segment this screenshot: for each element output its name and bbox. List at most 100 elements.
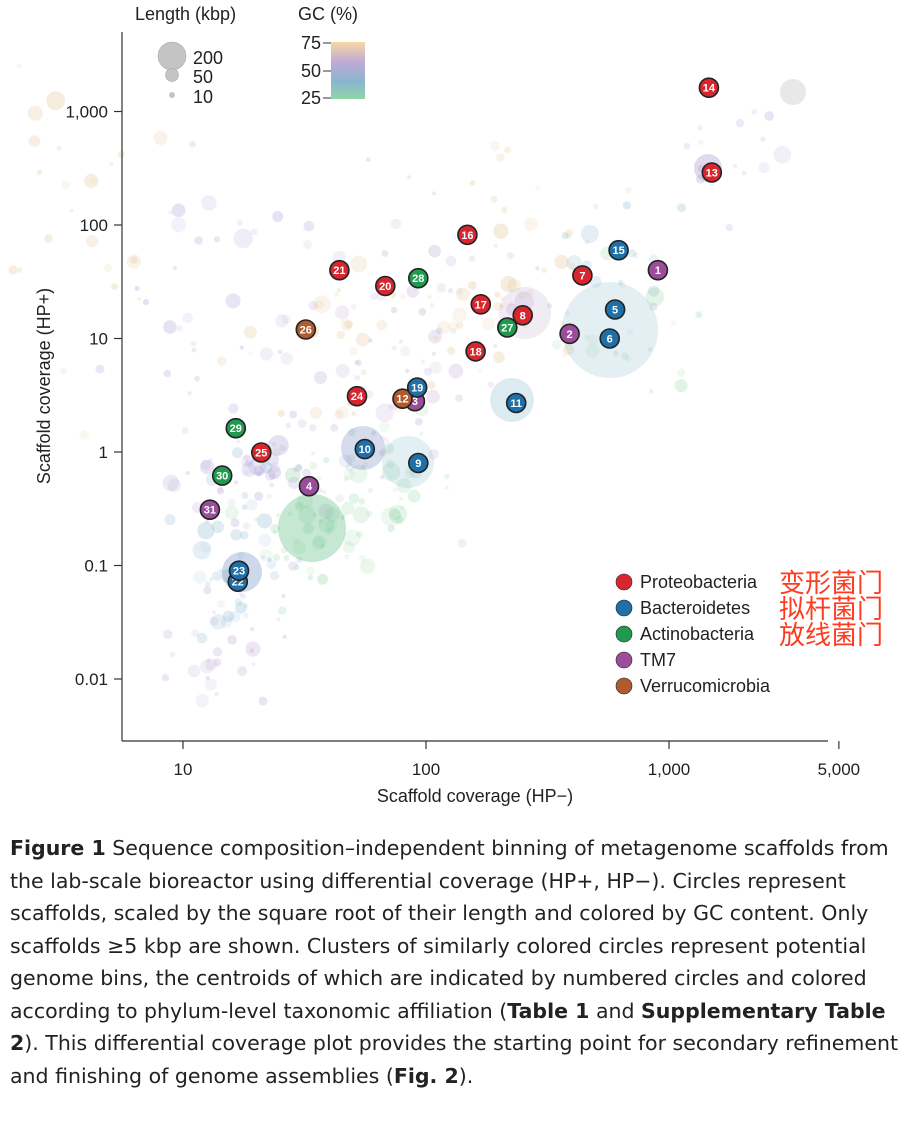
scaffold-dot [551,339,562,350]
scaffold-dot [8,265,18,275]
scaffold-dot [292,467,297,472]
scaffold-dot [236,220,243,226]
scaffold-dot [311,536,326,550]
scaffold-dot [354,360,360,366]
scaffold-dot [230,518,240,528]
scaffold-dot [335,494,344,503]
scaffold-dot [236,439,241,444]
centroid-marker-4 [298,475,320,497]
scaffold-dot [285,467,301,483]
scaffold-dot [383,443,394,454]
scaffold-dot [428,329,442,344]
scaffold-dot [482,317,495,330]
scaffold-dot [91,179,96,184]
centroid-label-5: 5 [612,305,618,317]
centroid-marker-14 [698,77,720,98]
scaffold-dot [343,529,361,547]
scaffold-dot [136,296,142,302]
scaffold-dot [773,145,792,164]
centroid-label-19: 19 [411,383,423,395]
scaffold-cluster-halo [780,79,806,105]
scaffold-dot [467,281,477,290]
scaffold-dot [493,351,505,364]
scaffold-dot [189,141,197,148]
centroid-marker-27 [496,317,518,338]
x-tick-label: 5,000 [818,760,861,779]
scaffold-dot [444,473,450,480]
scaffold-dot [208,457,213,463]
scaffold-dot [395,515,404,525]
centroid-label-2: 2 [567,329,573,341]
scaffold-dot [259,548,273,562]
scaffold-dot [670,320,677,326]
centroid-label-12: 12 [396,394,408,406]
scaffold-dot [508,301,514,307]
scaffold-dot [302,468,311,478]
scaffold-dot [507,278,522,293]
scaffold-dot [487,381,495,389]
size-legend-label-50: 50 [193,67,213,87]
scaffold-dot [741,170,747,176]
centroid-marker-12 [392,388,413,410]
scaffold-dot [444,485,449,490]
gc-legend-title: GC (%) [298,4,358,24]
scaffold-dot [381,250,389,257]
scaffold-dot [277,410,285,417]
scaffold-dot [433,335,439,341]
scaffold-dot [241,492,249,500]
scaffold-dot [407,175,412,180]
scaffold-dot [493,223,509,239]
scaffold-dot [356,530,363,538]
scaffold-dot [307,574,314,581]
scaffold-dot [370,292,378,300]
scaffold-dot [250,228,258,236]
scaffold-dot [355,359,362,366]
scaffold-dot [241,504,248,511]
scaffold-dot [351,411,356,416]
y-tick-label: 0.01 [75,670,108,689]
scaffold-dot [450,327,457,335]
scaffold-dot [325,520,337,532]
centroid-label-8: 8 [520,310,526,322]
scaffold-dot [584,334,591,340]
scaffold-dot [559,321,565,326]
caption-ref-supp-table-2: Supplementary Table 2 [10,998,886,1056]
scaffold-dot [764,111,774,121]
size-legend-circle-200 [157,41,187,71]
centroid-marker-30 [211,465,233,486]
scaffold-dot [452,307,467,322]
scaffold-dot [270,571,280,581]
scaffold-dot [200,460,215,475]
scaffold-dot [27,105,43,121]
scaffold-dot [256,471,262,477]
scaffold-dot [191,347,197,353]
scaffold-dot [320,544,325,549]
scaffold-dot [241,462,257,477]
scaffold-dot [28,135,41,148]
scaffold-dot [456,287,470,301]
scaffold-dot [205,658,218,671]
scaffold-dot [254,491,264,501]
scaffold-dot [342,541,355,554]
scaffold-dot [85,234,99,248]
scaffold-dot [275,314,289,328]
phylum-legend-marker [615,651,633,669]
scaffold-cluster-halo [278,494,346,562]
scaffold-dot [191,629,200,638]
centroid-label-16: 16 [461,230,473,242]
scaffold-dot [350,304,357,310]
scaffold-dot [455,321,464,329]
scaffold-dot [406,285,420,298]
centroid-marker-21 [329,259,350,281]
scaffold-dot [455,394,463,403]
centroid-marker-18 [465,341,486,362]
scaffold-dot [227,634,238,645]
scaffold-dot [335,305,350,320]
scaffold-dot [361,465,365,469]
scaffold-dot [111,283,118,290]
scaffold-dot [163,629,173,640]
scaffold-dot [312,295,331,314]
scaffold-dot [168,209,174,215]
differential-coverage-plot: 10 100 1,000 5,000 0.01 0.1 1 10 100 1,000 Scaff… [8,4,883,806]
centroid-marker-13 [701,162,723,183]
